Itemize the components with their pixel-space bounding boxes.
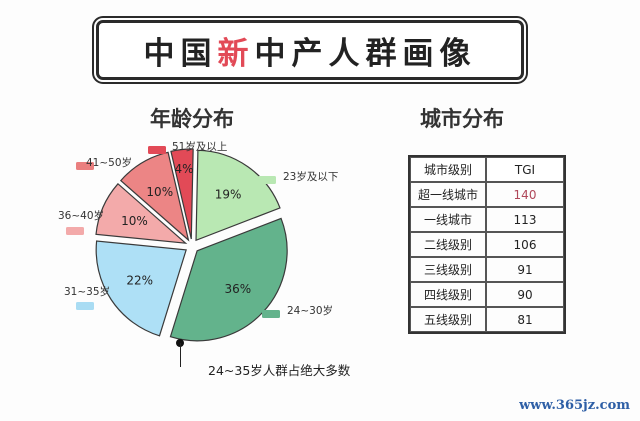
watermark: www.365jz.com (519, 398, 630, 413)
table-cell-tgi: 106 (486, 232, 564, 257)
table-cell-tgi: 91 (486, 257, 564, 282)
age-section-title: 年龄分布 (150, 107, 234, 131)
pie-slice-value-label: 19% (215, 188, 242, 202)
legend-swatch (66, 227, 84, 235)
pie-slice-value-label: 22% (126, 274, 153, 288)
pie-slice (95, 240, 187, 337)
city-section-title: 城市分布 (420, 107, 504, 131)
city-tgi-table: 城市级别 TGI 超一线城市 140 一线城市 113 二线级别 106 三线级… (408, 155, 566, 334)
legend-swatch (148, 146, 166, 154)
legend-swatch (76, 162, 94, 170)
pie-slice-value-label: 10% (121, 214, 148, 228)
table-header-row: 城市级别 TGI (410, 157, 564, 182)
table-cell-tgi: 140 (486, 182, 564, 207)
table-cell-city: 三线级别 (410, 257, 486, 282)
table-cell-tgi: 113 (486, 207, 564, 232)
table-cell-city: 超一线城市 (410, 182, 486, 207)
table-cell-city: 四线级别 (410, 282, 486, 307)
table-header-cell: TGI (486, 157, 564, 182)
pie-slice (95, 182, 188, 244)
age-note: 24~35岁人群占绝大多数 (208, 363, 351, 378)
page-title: 中国新中产人群画像 (96, 20, 524, 80)
legend-swatch (76, 302, 94, 310)
table-row: 四线级别 90 (410, 282, 564, 307)
table-cell-city: 五线级别 (410, 307, 486, 332)
legend-swatch (262, 310, 280, 318)
pie-slice (195, 149, 281, 242)
pie-slice-value-label: 36% (225, 282, 252, 296)
table-row: 三线级别 91 (410, 257, 564, 282)
table-row: 一线城市 113 (410, 207, 564, 232)
note-pointer-line (180, 343, 181, 367)
table-cell-tgi: 81 (486, 307, 564, 332)
title-highlight: 新 (217, 35, 255, 72)
pie-slice-value-label: 4% (175, 162, 194, 176)
legend-label: 36~40岁 (58, 209, 104, 222)
table-cell-city: 二线级别 (410, 232, 486, 257)
title-part1: 中国 (143, 35, 218, 72)
table-row: 超一线城市 140 (410, 182, 564, 207)
table-cell-city: 一线城市 (410, 207, 486, 232)
pie-slice-value-label: 10% (146, 185, 173, 199)
legend-label: 31~35岁 (64, 285, 110, 298)
table-row: 五线级别 81 (410, 307, 564, 332)
pie-slice (119, 151, 190, 242)
legend-label: 51岁及以上 (172, 140, 227, 153)
title-part2: 中产人群画像 (254, 35, 477, 72)
table-header-cell: 城市级别 (410, 157, 486, 182)
table-row: 二线级别 106 (410, 232, 564, 257)
legend-label: 23岁及以下 (283, 170, 338, 183)
pie-slice (170, 148, 194, 240)
legend-label: 24~30岁 (287, 304, 333, 317)
table-cell-tgi: 90 (486, 282, 564, 307)
legend-swatch (258, 176, 276, 184)
legend-label: 41~50岁 (86, 156, 132, 169)
